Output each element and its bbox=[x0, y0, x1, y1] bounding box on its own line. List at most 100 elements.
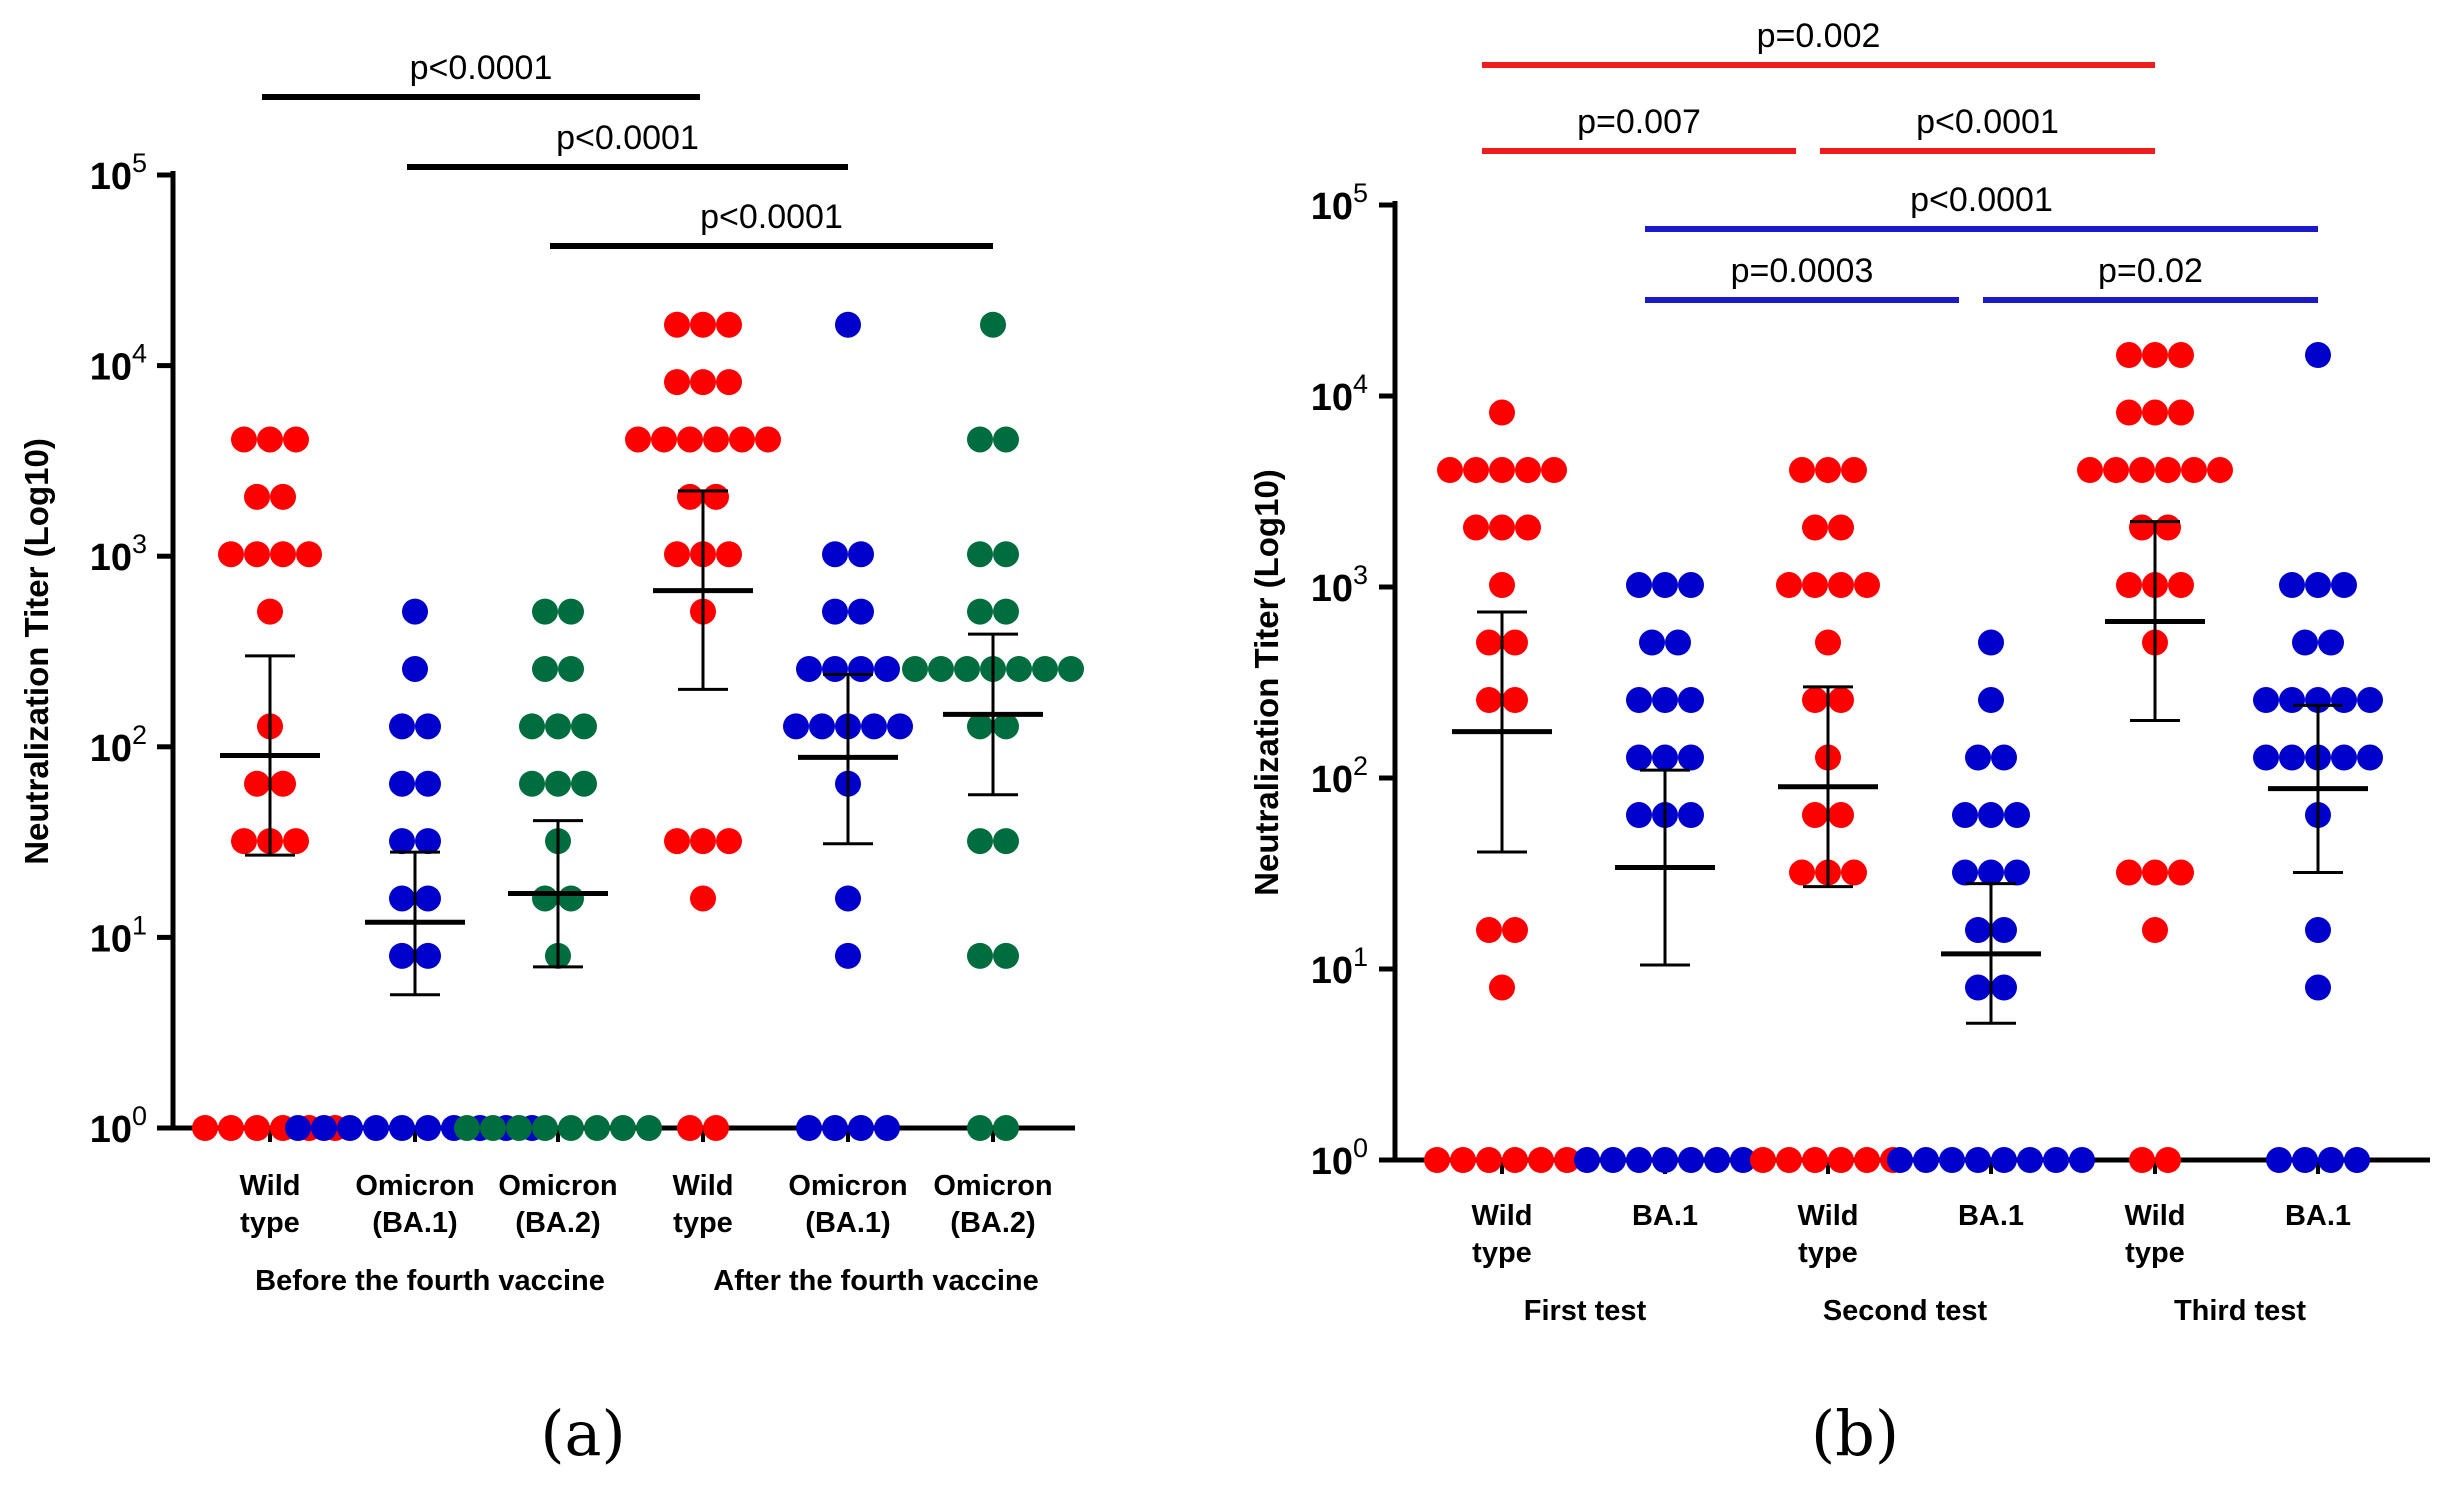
data-point bbox=[2168, 859, 2194, 886]
y-tick-base: 10 bbox=[1311, 759, 1353, 801]
data-point bbox=[716, 828, 742, 855]
data-point bbox=[1626, 744, 1652, 771]
data-point bbox=[664, 828, 690, 855]
data-point bbox=[664, 311, 690, 338]
data-point bbox=[1502, 1147, 1528, 1173]
group-label: After the fourth vaccine bbox=[713, 1265, 1039, 1297]
data-point bbox=[1515, 457, 1541, 484]
x-tick-label: (BA.2) bbox=[515, 1207, 600, 1239]
data-point bbox=[1952, 802, 1978, 829]
data-point bbox=[2279, 744, 2305, 771]
data-point bbox=[2292, 629, 2318, 656]
x-tick-label: (BA.1) bbox=[805, 1207, 890, 1239]
data-point bbox=[2142, 859, 2168, 886]
data-point bbox=[270, 770, 296, 797]
y-axis-label: Neutralization Titer (Log10) bbox=[1248, 469, 1285, 896]
y-tick-label: 102 bbox=[1311, 751, 1368, 801]
data-point bbox=[1058, 655, 1084, 682]
x-tick-label: type bbox=[2125, 1237, 2185, 1269]
x-tick-label: type bbox=[240, 1207, 300, 1239]
data-point bbox=[1476, 629, 1502, 656]
y-tick-label: 105 bbox=[1311, 178, 1368, 228]
panel-label: (b) bbox=[1811, 1397, 1899, 1470]
x-tick-label: Omicron bbox=[788, 1170, 907, 1202]
data-point bbox=[1652, 687, 1678, 714]
data-point bbox=[1489, 514, 1515, 541]
data-point bbox=[1652, 744, 1678, 771]
x-tick-label: BA.1 bbox=[1958, 1200, 2024, 1232]
data-point bbox=[532, 598, 558, 625]
data-point bbox=[1463, 514, 1489, 541]
data-point bbox=[1489, 457, 1515, 484]
data-point bbox=[2116, 572, 2142, 599]
p-value-label: p<0.0001 bbox=[556, 119, 699, 157]
data-point bbox=[2168, 399, 2194, 426]
y-tick-base: 10 bbox=[1311, 950, 1353, 992]
y-tick-exponent: 2 bbox=[1353, 751, 1368, 781]
data-point bbox=[967, 426, 993, 453]
data-point bbox=[861, 713, 887, 740]
data-point bbox=[2017, 1147, 2043, 1173]
data-point bbox=[1678, 1147, 1704, 1173]
data-point bbox=[1032, 655, 1058, 682]
data-point bbox=[2129, 1147, 2155, 1173]
data-point bbox=[1815, 457, 1841, 484]
data-point bbox=[1789, 457, 1815, 484]
series-5 bbox=[783, 311, 913, 1141]
data-point bbox=[231, 828, 257, 855]
data-point bbox=[283, 426, 309, 453]
data-point bbox=[980, 311, 1006, 338]
x-tick-label: Wild bbox=[2125, 1200, 2186, 1232]
data-point bbox=[2142, 917, 2168, 944]
x-tick-label: Omicron bbox=[355, 1170, 474, 1202]
group-label: Before the fourth vaccine bbox=[255, 1265, 605, 1297]
data-point bbox=[1528, 1147, 1554, 1173]
data-point bbox=[1828, 687, 1854, 714]
data-point bbox=[967, 828, 993, 855]
data-point bbox=[993, 828, 1019, 855]
series-3 bbox=[1750, 457, 1906, 1173]
data-point bbox=[703, 483, 729, 510]
data-point bbox=[2168, 342, 2194, 369]
data-point bbox=[967, 541, 993, 568]
data-point bbox=[2077, 457, 2103, 484]
data-point bbox=[874, 655, 900, 682]
y-tick-exponent: 3 bbox=[132, 529, 147, 559]
data-point bbox=[835, 885, 861, 912]
data-point bbox=[2331, 572, 2357, 599]
data-point bbox=[1574, 1147, 1600, 1173]
data-point bbox=[2305, 974, 2331, 1001]
y-tick-base: 10 bbox=[90, 156, 132, 198]
data-point bbox=[1854, 1147, 1880, 1173]
data-point bbox=[967, 713, 993, 740]
data-point bbox=[1789, 859, 1815, 886]
data-point bbox=[571, 713, 597, 740]
data-point bbox=[2331, 687, 2357, 714]
data-point bbox=[1678, 744, 1704, 771]
data-point bbox=[2357, 687, 2383, 714]
data-point bbox=[848, 541, 874, 568]
data-point bbox=[1750, 1147, 1776, 1173]
data-point bbox=[1437, 457, 1463, 484]
data-point bbox=[783, 713, 809, 740]
data-point bbox=[257, 426, 283, 453]
data-point bbox=[519, 713, 545, 740]
data-point bbox=[1450, 1147, 1476, 1173]
y-tick-base: 10 bbox=[1311, 377, 1353, 419]
data-point bbox=[218, 541, 244, 568]
data-point bbox=[2305, 917, 2331, 944]
data-point bbox=[415, 713, 441, 740]
data-point bbox=[2168, 572, 2194, 599]
y-tick-exponent: 3 bbox=[1353, 560, 1368, 590]
y-tick-base: 10 bbox=[90, 347, 132, 389]
x-tick-label: Wild bbox=[1472, 1200, 1533, 1232]
data-point bbox=[1965, 1147, 1991, 1173]
data-point bbox=[2004, 859, 2030, 886]
data-point bbox=[1802, 802, 1828, 829]
data-point bbox=[1802, 514, 1828, 541]
y-tick-base: 10 bbox=[90, 1109, 132, 1151]
data-point bbox=[389, 1115, 415, 1141]
data-point bbox=[2103, 457, 2129, 484]
